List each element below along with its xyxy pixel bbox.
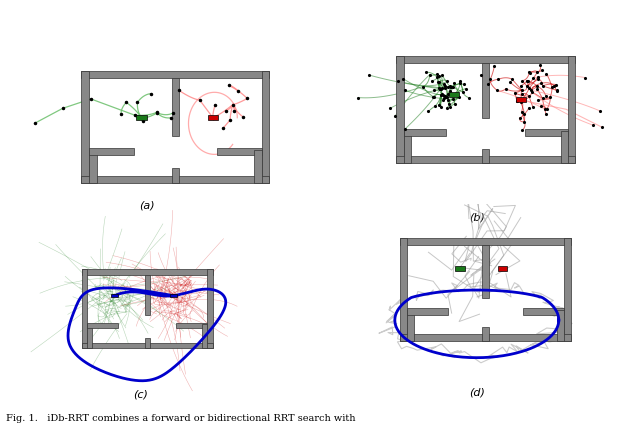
- Text: (b): (b): [469, 212, 484, 222]
- Bar: [87, 325, 92, 348]
- Bar: [81, 72, 89, 184]
- Bar: [145, 338, 150, 348]
- Bar: [449, 93, 459, 98]
- Bar: [172, 169, 179, 184]
- Text: (c): (c): [133, 389, 148, 399]
- Bar: [482, 327, 489, 341]
- Bar: [82, 270, 87, 348]
- Bar: [217, 148, 262, 156]
- Bar: [498, 267, 508, 271]
- Bar: [145, 275, 150, 316]
- Bar: [89, 148, 134, 156]
- Bar: [404, 131, 411, 164]
- Bar: [254, 150, 262, 184]
- Text: (d): (d): [469, 387, 484, 397]
- Bar: [400, 334, 571, 341]
- Bar: [89, 150, 97, 184]
- Bar: [407, 310, 413, 341]
- Text: Fig. 1.   iDb-RRT combines a forward or bidirectional RRT search with: Fig. 1. iDb-RRT combines a forward or bi…: [6, 413, 356, 422]
- Bar: [176, 323, 207, 328]
- Bar: [207, 270, 212, 348]
- Bar: [561, 131, 568, 164]
- Bar: [396, 156, 575, 164]
- Bar: [262, 72, 269, 184]
- Bar: [111, 294, 118, 297]
- Bar: [82, 343, 212, 348]
- Bar: [202, 325, 207, 348]
- Text: (a): (a): [140, 200, 155, 210]
- Bar: [396, 57, 404, 164]
- Bar: [482, 149, 490, 164]
- Bar: [400, 239, 407, 341]
- Bar: [525, 130, 568, 137]
- Bar: [482, 245, 489, 298]
- Bar: [81, 176, 269, 184]
- Bar: [482, 63, 490, 119]
- Bar: [516, 98, 527, 103]
- Bar: [400, 239, 571, 245]
- Bar: [564, 239, 571, 341]
- Bar: [568, 57, 575, 164]
- Bar: [396, 57, 575, 63]
- Bar: [82, 270, 212, 275]
- Bar: [87, 323, 118, 328]
- Bar: [172, 79, 179, 137]
- Bar: [455, 267, 465, 271]
- Bar: [207, 115, 218, 121]
- Bar: [407, 308, 448, 315]
- Bar: [523, 308, 564, 315]
- Bar: [136, 115, 147, 121]
- Bar: [557, 310, 564, 341]
- Bar: [170, 294, 177, 297]
- Bar: [404, 130, 447, 137]
- Bar: [81, 72, 269, 79]
